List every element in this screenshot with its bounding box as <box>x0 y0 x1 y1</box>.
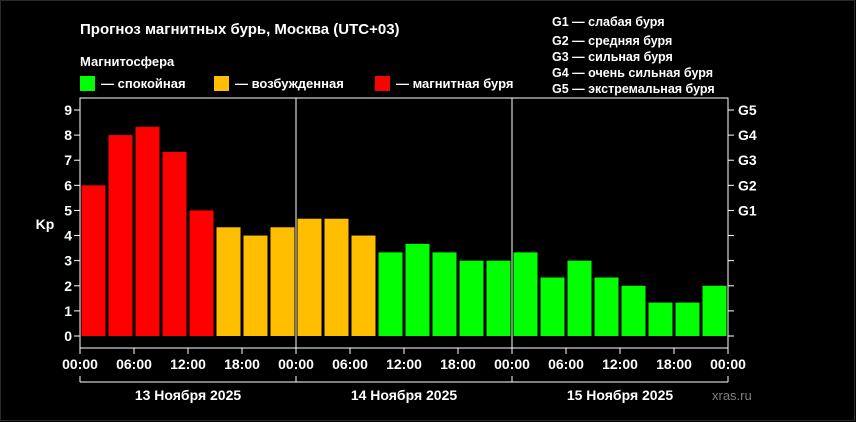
legend-swatch-active <box>214 76 229 91</box>
bar <box>675 302 700 336</box>
bar <box>324 218 349 336</box>
day-label: 14 Ноября 2025 <box>351 387 458 403</box>
bar <box>108 135 133 336</box>
g-scale-g5: G5 — экстремальная буря <box>552 82 715 96</box>
g-tick-label: G2 <box>738 177 757 193</box>
bar <box>567 260 592 336</box>
x-tick-label: 06:00 <box>332 356 368 372</box>
bar <box>216 227 241 336</box>
y-tick-label: 7 <box>64 152 72 168</box>
x-tick-label: 00:00 <box>494 356 530 372</box>
y-tick-label: 9 <box>64 102 72 118</box>
bars <box>81 126 727 336</box>
bar <box>189 210 214 336</box>
watermark: xras.ru <box>712 388 752 403</box>
bar <box>702 285 727 336</box>
legend-label-active: — возбужденная <box>235 76 344 91</box>
bar <box>405 243 430 336</box>
legend: — спокойная — возбужденная — магнитная б… <box>80 76 513 91</box>
x-tick-label: 00:00 <box>710 356 746 372</box>
x-tick-label: 06:00 <box>548 356 584 372</box>
legend-title: Магнитосфера <box>80 54 175 69</box>
bar <box>459 260 484 336</box>
x-tick-label: 12:00 <box>170 356 206 372</box>
legend-label-quiet: — спокойная <box>101 76 186 91</box>
bar <box>81 185 106 336</box>
legend-swatch-storm <box>375 76 390 91</box>
bar <box>351 235 376 336</box>
y-tick-label: 5 <box>64 202 72 218</box>
g-tick-label: G4 <box>738 127 757 143</box>
x-tick-label: 06:00 <box>116 356 152 372</box>
g-tick-label: G3 <box>738 152 757 168</box>
bar <box>162 151 187 336</box>
day-dividers <box>295 98 513 348</box>
bar <box>513 252 538 336</box>
g-scale-g4: G4 — очень сильная буря <box>552 66 713 80</box>
y-tick-label: 4 <box>64 228 72 244</box>
bar <box>540 277 565 336</box>
legend-swatch-quiet <box>80 76 95 91</box>
day-label: 15 Ноября 2025 <box>567 387 674 403</box>
y-axis-ticks: 0 1 2 3 4 5 6 7 8 9 <box>64 102 734 344</box>
g-tick-label: G1 <box>738 202 757 218</box>
y-axis-label: Kp <box>36 216 55 232</box>
x-tick-label: 18:00 <box>224 356 260 372</box>
x-axis-ticks: 00:00 06:00 12:00 18:00 00:00 06:00 12:00 18:00… <box>62 348 746 372</box>
g-scale-g3: G3 — сильная буря <box>552 50 673 64</box>
day-label: 13 Ноября 2025 <box>135 387 242 403</box>
y-tick-label: 1 <box>64 303 72 319</box>
y-tick-label: 6 <box>64 177 72 193</box>
x-tick-label: 12:00 <box>602 356 638 372</box>
bar <box>621 285 646 336</box>
bar <box>297 218 322 336</box>
bar <box>432 252 457 336</box>
bar <box>486 260 511 336</box>
g-axis-ticks: G1 G2 G3 G4 G5 <box>738 102 757 218</box>
bar <box>594 277 619 336</box>
g-scale-g2: G2 — средняя буря <box>552 34 672 48</box>
x-tick-label: 00:00 <box>62 356 98 372</box>
g-scale-legend: G1 — слабая буря G2 — средняя буря G3 — … <box>552 15 715 96</box>
x-tick-label: 18:00 <box>440 356 476 372</box>
bar <box>135 126 160 336</box>
g-scale-g1: G1 — слабая буря <box>552 15 665 29</box>
day-labels: 13 Ноября 2025 14 Ноября 2025 15 Ноября 20… <box>79 376 729 403</box>
y-tick-label: 0 <box>64 328 72 344</box>
x-tick-label: 00:00 <box>278 356 314 372</box>
chart-title: Прогноз магнитных бурь, Москва (UTC+03) <box>80 21 400 38</box>
y-tick-label: 3 <box>64 253 72 269</box>
bar <box>648 302 673 336</box>
g-tick-label: G5 <box>738 102 757 118</box>
x-tick-label: 18:00 <box>656 356 692 372</box>
bar <box>270 227 295 336</box>
y-tick-label: 8 <box>64 127 72 143</box>
bar <box>243 235 268 336</box>
bar <box>378 252 403 336</box>
x-tick-label: 12:00 <box>386 356 422 372</box>
legend-label-storm: — магнитная буря <box>396 76 513 91</box>
y-tick-label: 2 <box>64 278 72 294</box>
